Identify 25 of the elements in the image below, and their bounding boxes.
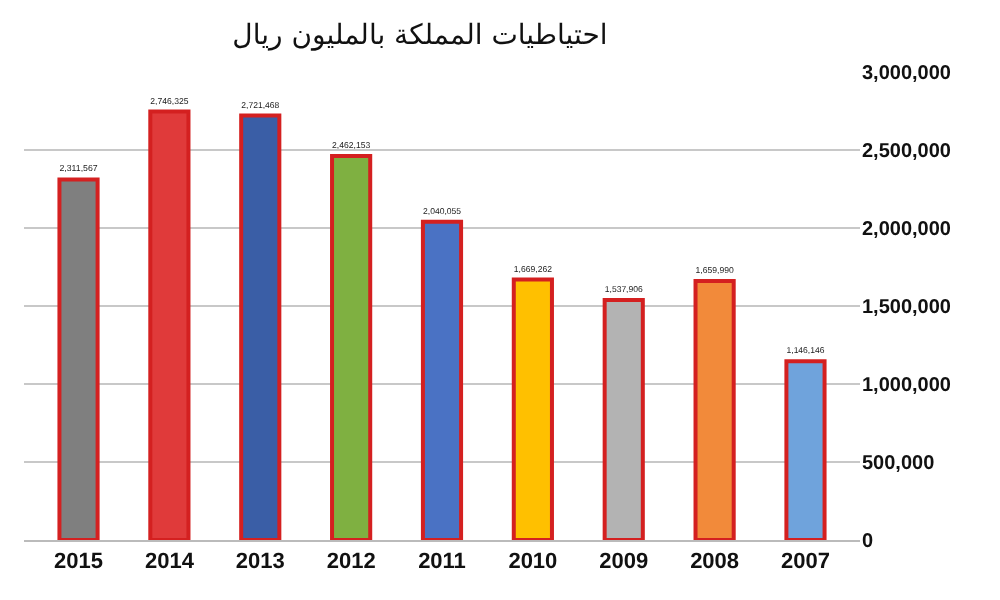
x-tick-label: 2011	[418, 550, 466, 575]
y-tick-label: 1,500,000	[862, 297, 952, 319]
x-tick-label: 2007	[781, 550, 830, 575]
bar	[784, 359, 827, 540]
bar	[57, 177, 100, 540]
bar	[511, 277, 554, 540]
chart-title: احتياطيات المملكة بالمليون ريال	[232, 19, 608, 52]
bar	[239, 113, 282, 540]
x-tick-label: 2014	[144, 550, 196, 575]
y-tick-label: 500,000	[862, 453, 936, 475]
x-tick-label: 2015	[54, 550, 103, 575]
x-tick-label: 2009	[599, 550, 649, 575]
bar	[148, 109, 191, 540]
x-tick-label: 2012	[326, 550, 376, 575]
bar	[420, 219, 464, 540]
x-tick-label: 2010	[508, 550, 558, 575]
y-tick-label: 1,000,000	[862, 375, 952, 397]
bar	[693, 279, 736, 540]
y-tick-label: 0	[862, 531, 874, 553]
x-tick-label: 2013	[235, 550, 285, 575]
y-tick-label: 2,000,000	[862, 219, 952, 241]
y-tick-label: 3,000,000	[862, 63, 952, 85]
y-tick-label: 2,500,000	[862, 141, 952, 163]
bar	[330, 153, 373, 540]
x-tick-label: 2008	[690, 550, 740, 575]
